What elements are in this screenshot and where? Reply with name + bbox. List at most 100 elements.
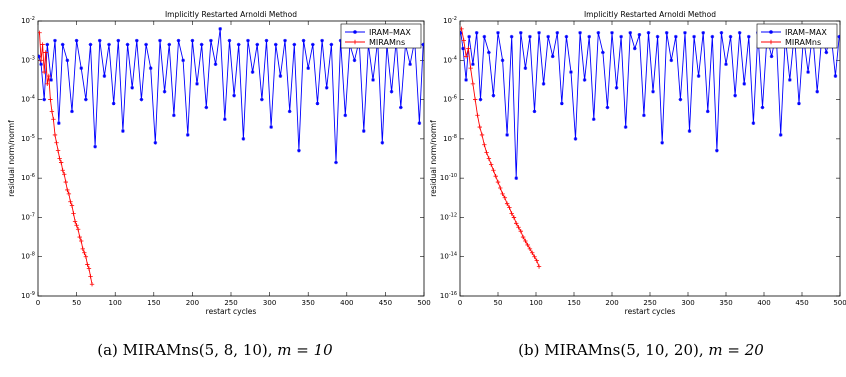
data-point [523,238,528,244]
data-point [53,38,57,43]
data-point [591,117,596,122]
y-tick-label: 10-2 [21,16,35,25]
x-tick-label: 250 [224,299,237,307]
y-tick-label: 10-9 [21,291,35,300]
data-point [74,38,79,43]
data-point [301,38,306,43]
series-group [38,27,424,287]
data-point [71,211,76,216]
data-point [737,30,742,35]
data-point [45,42,50,47]
data-point [278,74,283,78]
data-point [41,69,47,75]
data-point [52,132,58,138]
data-point [60,168,65,173]
data-point [199,42,204,47]
data-point [479,132,485,138]
data-point [460,30,463,35]
x-tick-label: 350 [302,299,315,307]
chart-panel-2: Implicitly Restarted Arnoldi Method 0 50 10… [429,10,846,359]
y-tick-label: 10-4 [21,95,35,104]
data-point [470,81,476,87]
data-point [125,42,130,47]
data-point [664,30,669,35]
data-point [468,65,473,71]
data-point [70,109,74,114]
data-point [797,101,801,106]
data-point [569,70,573,74]
data-point [511,215,517,220]
data-point [824,50,829,55]
data-point [760,105,765,110]
data-point [475,113,480,118]
data-point [218,27,222,31]
y-tick-label: 10-12 [440,212,457,221]
data-point [464,78,468,82]
data-point [86,266,92,271]
data-point [534,258,539,263]
data-point [525,242,530,248]
y-axis-label: residual norm/normf [7,120,16,197]
y-tick-label: 10-10 [440,173,457,182]
x-tick-label: 350 [719,299,732,307]
legend-marker [768,39,774,45]
data-point [292,42,297,47]
data-point [728,34,733,39]
y-tick-label: 10-14 [440,252,457,261]
data-point [461,38,466,43]
data-point [528,34,532,39]
data-point [89,282,95,287]
data-point [338,38,343,43]
plot-area [37,20,425,297]
data-point [692,34,696,39]
data-point [408,62,412,67]
x-tick-label: 200 [186,299,199,307]
data-point [564,34,569,39]
data-point [55,148,61,153]
data-point [520,234,526,240]
data-point [297,148,301,153]
data-point [747,34,751,39]
data-point [646,30,651,35]
legend-marker [353,30,357,34]
data-point [48,97,53,102]
data-point [482,142,487,147]
data-point [361,129,366,133]
data-point [72,219,78,224]
data-point [40,42,45,47]
x-tick-label: 50 [494,299,503,307]
data-point [65,58,70,63]
data-point [488,162,494,167]
data-point [399,105,403,110]
data-point [421,42,424,47]
data-point [471,62,475,67]
data-point [38,58,44,63]
data-point [637,32,642,37]
data-point [311,42,315,47]
data-point [264,38,269,43]
data-point [273,42,278,47]
data-point [79,66,84,70]
data-point [93,144,97,149]
data-point [536,264,542,269]
data-point [605,105,610,110]
data-point [250,70,255,74]
data-point [380,140,385,145]
data-point [69,203,75,208]
data-point [655,34,660,39]
data-point [121,129,125,133]
data-point [633,46,637,51]
y-tick-label: 10-8 [21,252,35,261]
data-point [733,93,737,98]
data-point [514,176,519,180]
data-point [467,34,471,39]
legend-box [756,23,838,49]
data-point [466,46,471,51]
data-point [478,97,483,102]
data-point [751,121,756,125]
data-point [116,38,121,43]
data-point [491,168,496,173]
x-tick-label: 500 [833,299,846,307]
data-point [66,191,72,197]
data-point [546,34,550,39]
